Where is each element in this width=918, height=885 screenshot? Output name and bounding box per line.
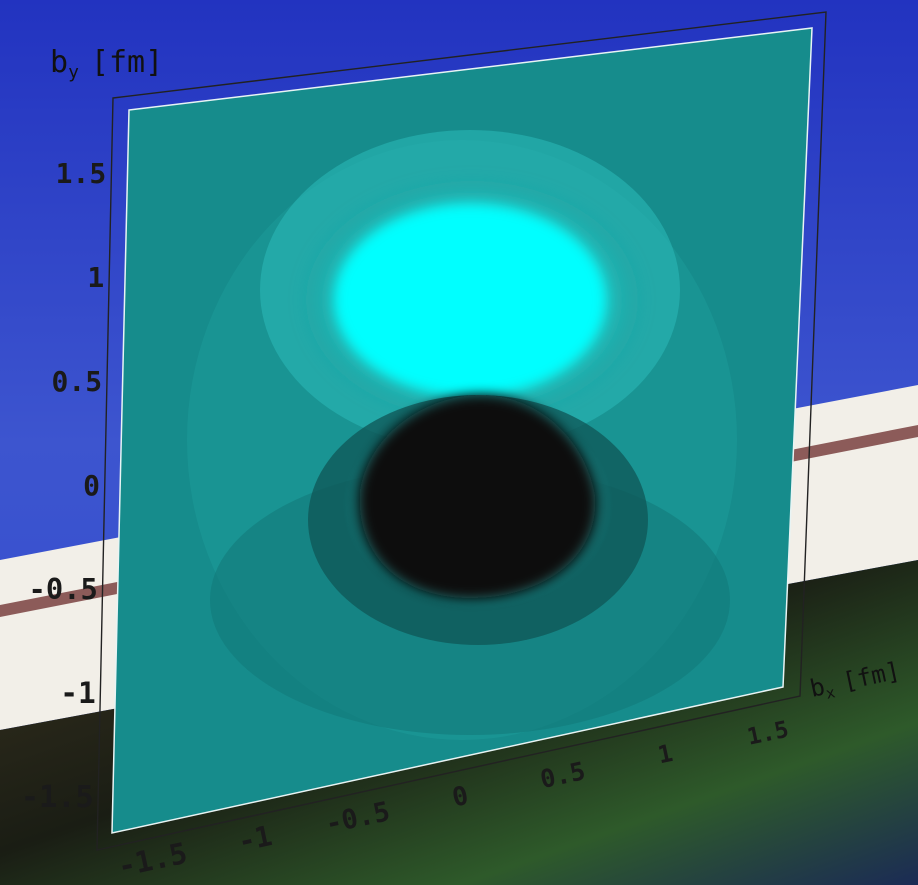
density-panel [111,27,813,834]
y-tick-label: 1.5 [56,157,107,190]
y-tick-label: -1 [60,676,96,710]
x-axis-label-sub: x [824,683,837,702]
x-tick-label: -1 [235,819,275,858]
y-tick-label: 0.5 [52,365,103,398]
y-axis-label-unit: [fm] [91,45,163,80]
y-tick-label: 0 [83,469,100,502]
y-axis-label: by [fm] [50,45,163,83]
y-tick-label: -1.5 [21,780,94,815]
positive-core [335,205,605,395]
x-tick-label: 1 [655,739,675,769]
y-tick-label: 1 [87,261,104,294]
plot-frame [96,11,827,851]
y-axis-label-sub: y [68,62,79,83]
x-tick-label: 0 [450,781,472,814]
y-axis-ticks: -1.5 -1 -0.5 0 0.5 1 1.5 [21,157,106,815]
negative-core [359,395,596,598]
x-axis-label-main: b [807,672,827,702]
y-tick-label: -0.5 [29,572,98,606]
y-axis-label-main: b [50,45,68,80]
